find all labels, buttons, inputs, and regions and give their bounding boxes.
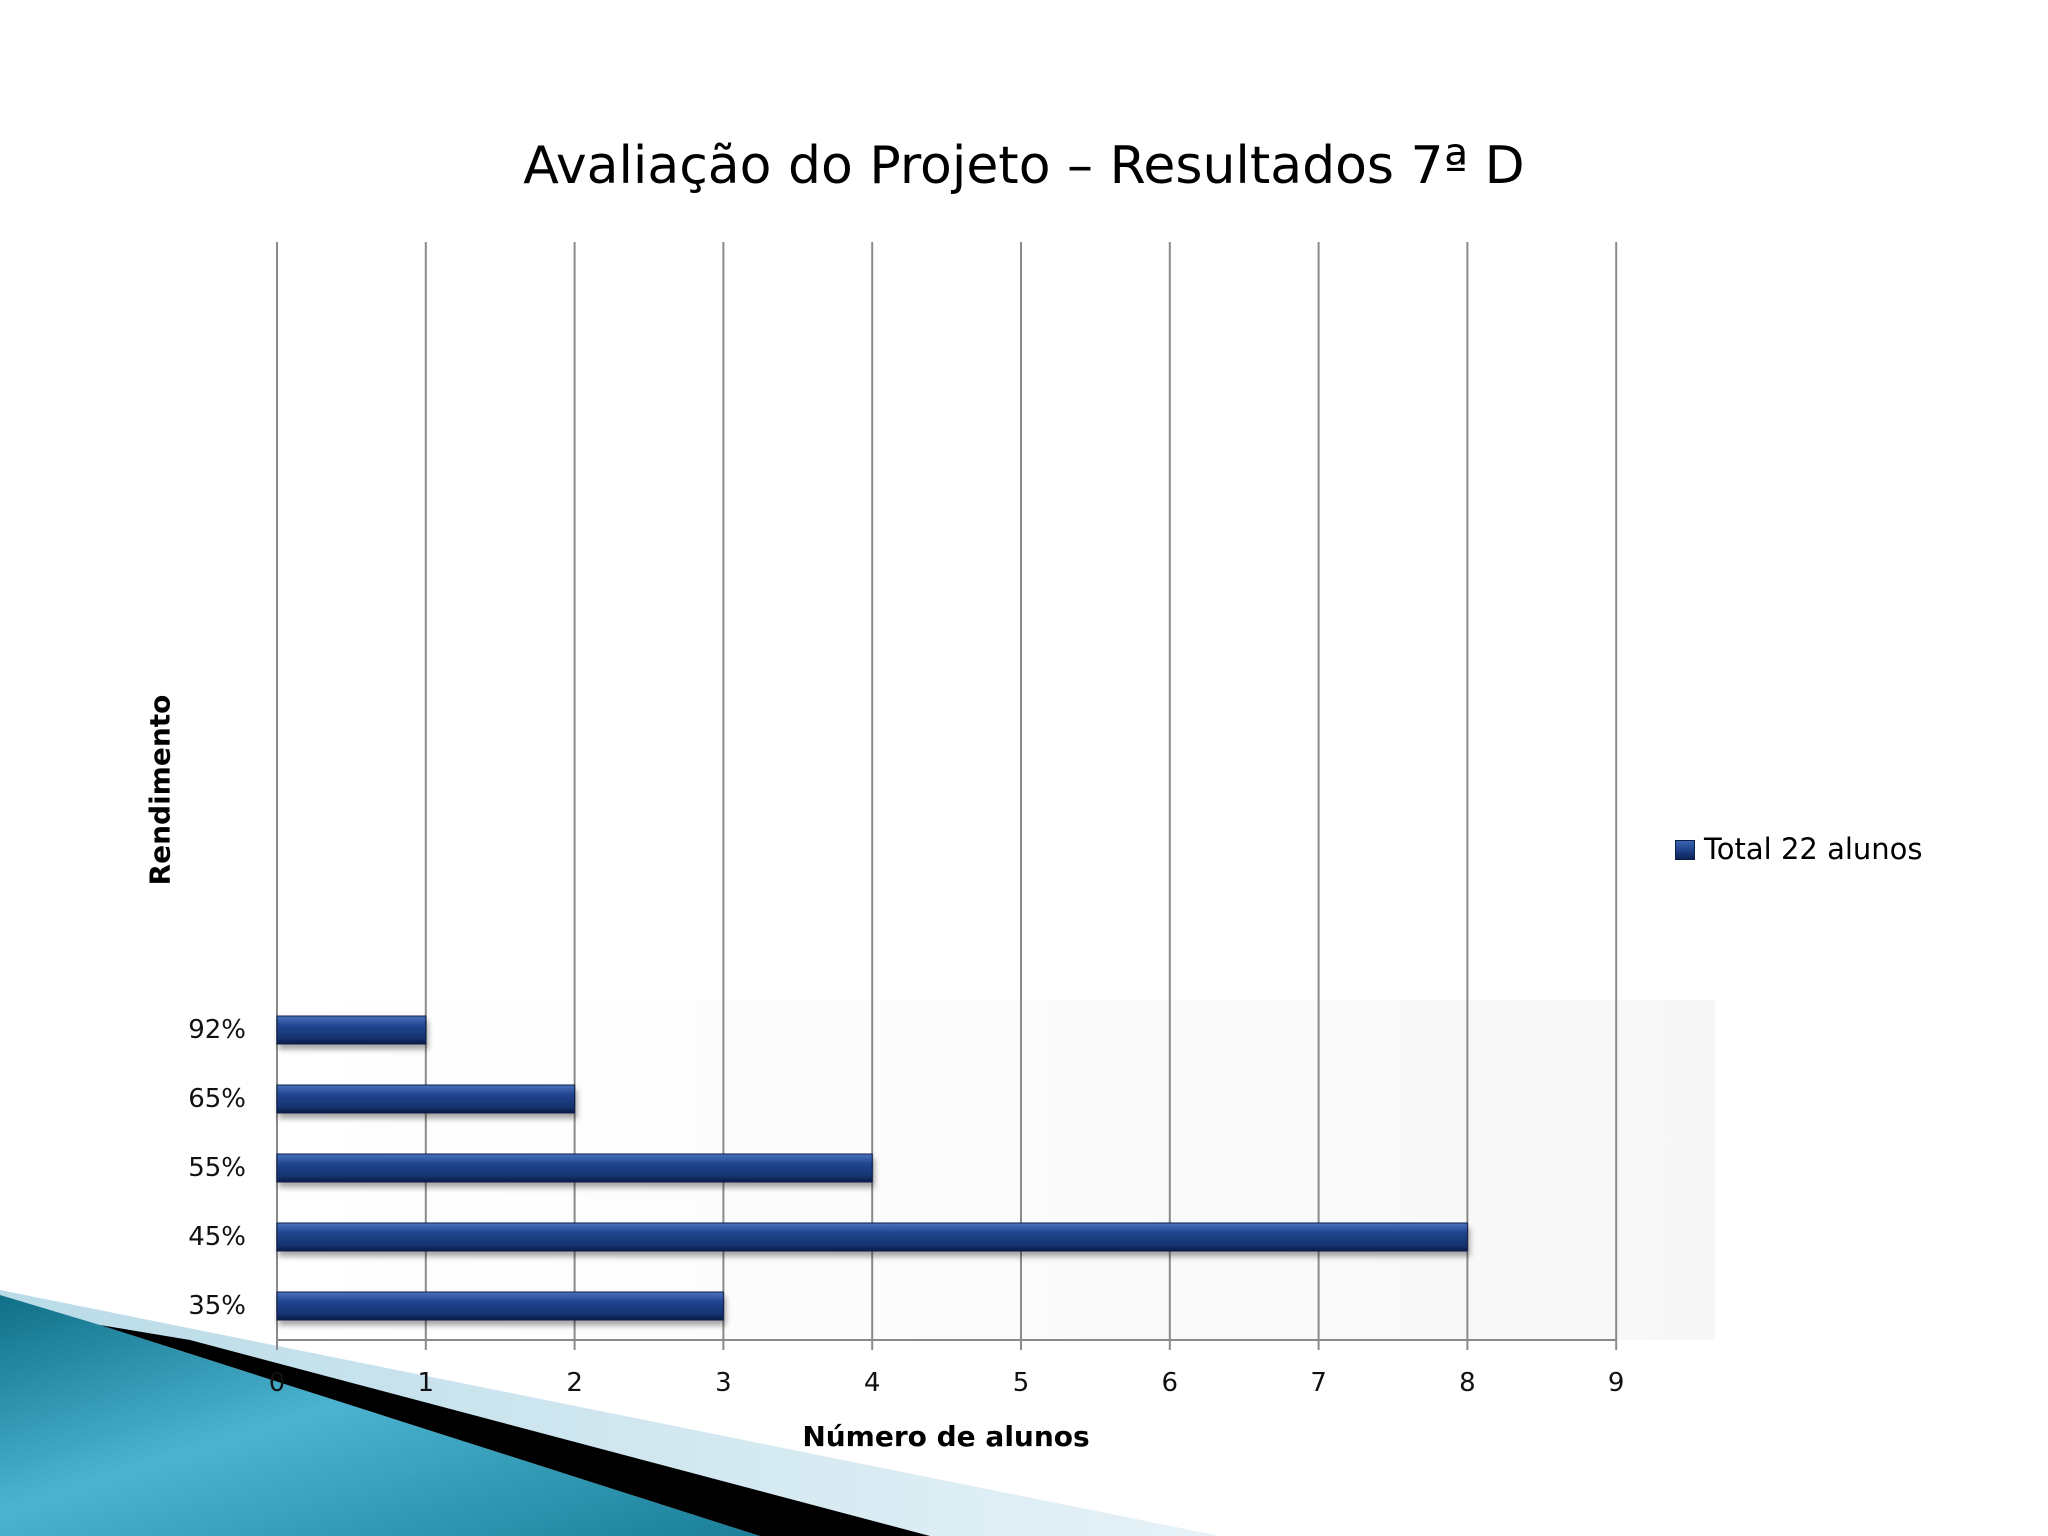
x-axis-label: Número de alunos (802, 1420, 1090, 1453)
x-tick-2: 2 (566, 1368, 583, 1398)
bar-55pct (276, 1153, 873, 1183)
x-tick-7: 7 (1310, 1368, 1327, 1398)
legend-swatch (1675, 840, 1695, 860)
x-tick-9: 9 (1607, 1368, 1625, 1398)
y-tick-35pct: 35% (188, 1291, 246, 1321)
x-tick-8: 8 (1459, 1368, 1476, 1398)
y-axis-label: Rendimento (143, 694, 177, 886)
x-tick-0: 0 (268, 1368, 286, 1398)
bar-35pct (276, 1291, 724, 1321)
x-tick-3: 3 (715, 1368, 732, 1398)
y-tick-92pct: 92% (188, 1015, 246, 1045)
legend-label: Total 22 alunos (1704, 832, 1923, 866)
bar-65pct (276, 1084, 576, 1114)
x-tick-6: 6 (1161, 1368, 1179, 1398)
x-tick-1: 1 (417, 1368, 435, 1398)
bar-45pct (276, 1222, 1468, 1252)
decor-black-stripe (100, 1325, 930, 1536)
x-tick-5: 5 (1012, 1368, 1030, 1398)
gridlines (276, 242, 1618, 1350)
bar-92pct (276, 1015, 427, 1045)
x-tick-4: 4 (863, 1368, 881, 1398)
y-tick-65pct: 65% (188, 1084, 246, 1114)
bars (276, 1015, 1468, 1321)
decor-teal-swoosh (0, 1295, 760, 1536)
y-tick-55pct: 55% (188, 1153, 246, 1183)
y-tick-45pct: 45% (188, 1222, 246, 1252)
chart-title: Avaliação do Projeto – Resultados 7ª D (523, 136, 1525, 196)
